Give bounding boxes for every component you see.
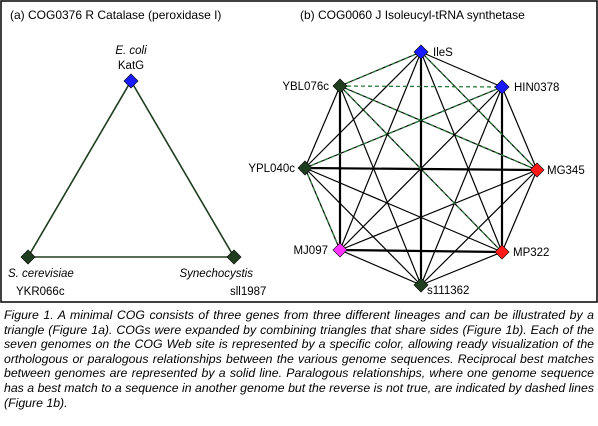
node-ecoli-species: E. coli: [115, 45, 147, 57]
edge-sll-mj: [339, 249, 422, 286]
edge-sll-ypl: [304, 167, 422, 286]
node-ecoli-marker: [123, 73, 139, 89]
node-mj-marker: [332, 242, 348, 258]
node-scer-gene: YKR066c: [16, 286, 65, 298]
node-scer-species: S. cerevisiae: [8, 268, 74, 280]
node-syn-marker: [226, 249, 242, 265]
panel-a-title: (a) COG0376 R Catalase (peroxidase I): [10, 8, 221, 22]
node-hin: HIN0378: [494, 79, 559, 95]
node-syn-gene: sll1987: [230, 286, 266, 298]
node-hin-marker: [494, 79, 510, 95]
node-sll-marker: [413, 277, 429, 293]
node-mj: MJ097: [293, 242, 348, 258]
edge-mp-mj: [339, 248, 503, 254]
edge-ecoli-syn: [130, 80, 235, 258]
node-mp-marker: [494, 244, 510, 260]
node-iles-gene: IleS: [433, 47, 453, 59]
edge-iles-hin: [420, 51, 503, 88]
edge-sll-ybl: [339, 85, 422, 286]
edge-iles-mj: [339, 51, 422, 251]
node-sll: s111362: [413, 277, 469, 297]
dashed-edges: [304, 51, 538, 253]
node-mg: MG345: [529, 162, 585, 178]
node-mg-gene: MG345: [547, 165, 585, 177]
node-ybl-marker: [332, 78, 348, 94]
edge-ybl-iles-dashed: [339, 51, 422, 87]
edge-mp-sll: [420, 251, 503, 286]
node-iles: IleS: [413, 44, 453, 60]
node-syn: Synechocystis sll1987: [179, 249, 266, 298]
node-scer-marker: [20, 249, 36, 265]
figure-caption: Figure 1. A minimal COG consists of thre…: [4, 308, 594, 410]
edge-ypl-mj-dashed: [304, 167, 341, 251]
triangle-edges: [27, 80, 235, 258]
node-ecoli-gene: KatG: [118, 60, 144, 72]
edge-ypl-hin-dashed: [304, 86, 503, 169]
node-ypl-marker: [297, 160, 313, 176]
edge-hin-sll: [420, 86, 503, 286]
panel-b: (b) COG0060 J Isoleucyl-tRNA synthetase: [248, 8, 584, 297]
panel-b-title: (b) COG0060 J Isoleucyl-tRNA synthetase: [300, 8, 525, 22]
edge-hin-mg: [501, 86, 538, 171]
edge-ybl-mp-dashed: [339, 85, 503, 253]
edge-ypl-ybl: [304, 85, 341, 169]
node-mj-gene: MJ097: [293, 245, 328, 257]
edge-mg-mp: [501, 169, 538, 253]
edge-ybl-hin-dashed: [339, 85, 503, 88]
node-ypl: YPL040c: [248, 160, 313, 176]
node-mp: MP322: [494, 244, 549, 260]
node-ybl-gene: YBL076c: [282, 81, 329, 93]
node-iles-marker: [413, 44, 429, 60]
node-ecoli: E. coli KatG: [115, 45, 147, 89]
node-sll-gene: s111362: [427, 285, 469, 297]
node-scer: S. cerevisiae YKR066c: [8, 249, 74, 298]
node-hin-gene: HIN0378: [514, 82, 559, 94]
node-ybl: YBL076c: [282, 78, 348, 94]
edge-ecoli-scer: [27, 80, 132, 258]
node-ypl-gene: YPL040c: [248, 163, 295, 175]
node-mp-gene: MP322: [513, 247, 549, 259]
panel-a: (a) COG0376 R Catalase (peroxidase I) E.…: [8, 8, 266, 298]
edge-iles-mg: [420, 51, 538, 171]
edge-mg-sll: [420, 169, 538, 286]
node-syn-species: Synechocystis: [179, 268, 253, 280]
figure-border: [0, 0, 598, 303]
edge-mp-ypl: [304, 167, 503, 253]
node-mg-marker: [529, 162, 545, 178]
edge-ybl-mg-dashed: [339, 85, 538, 171]
